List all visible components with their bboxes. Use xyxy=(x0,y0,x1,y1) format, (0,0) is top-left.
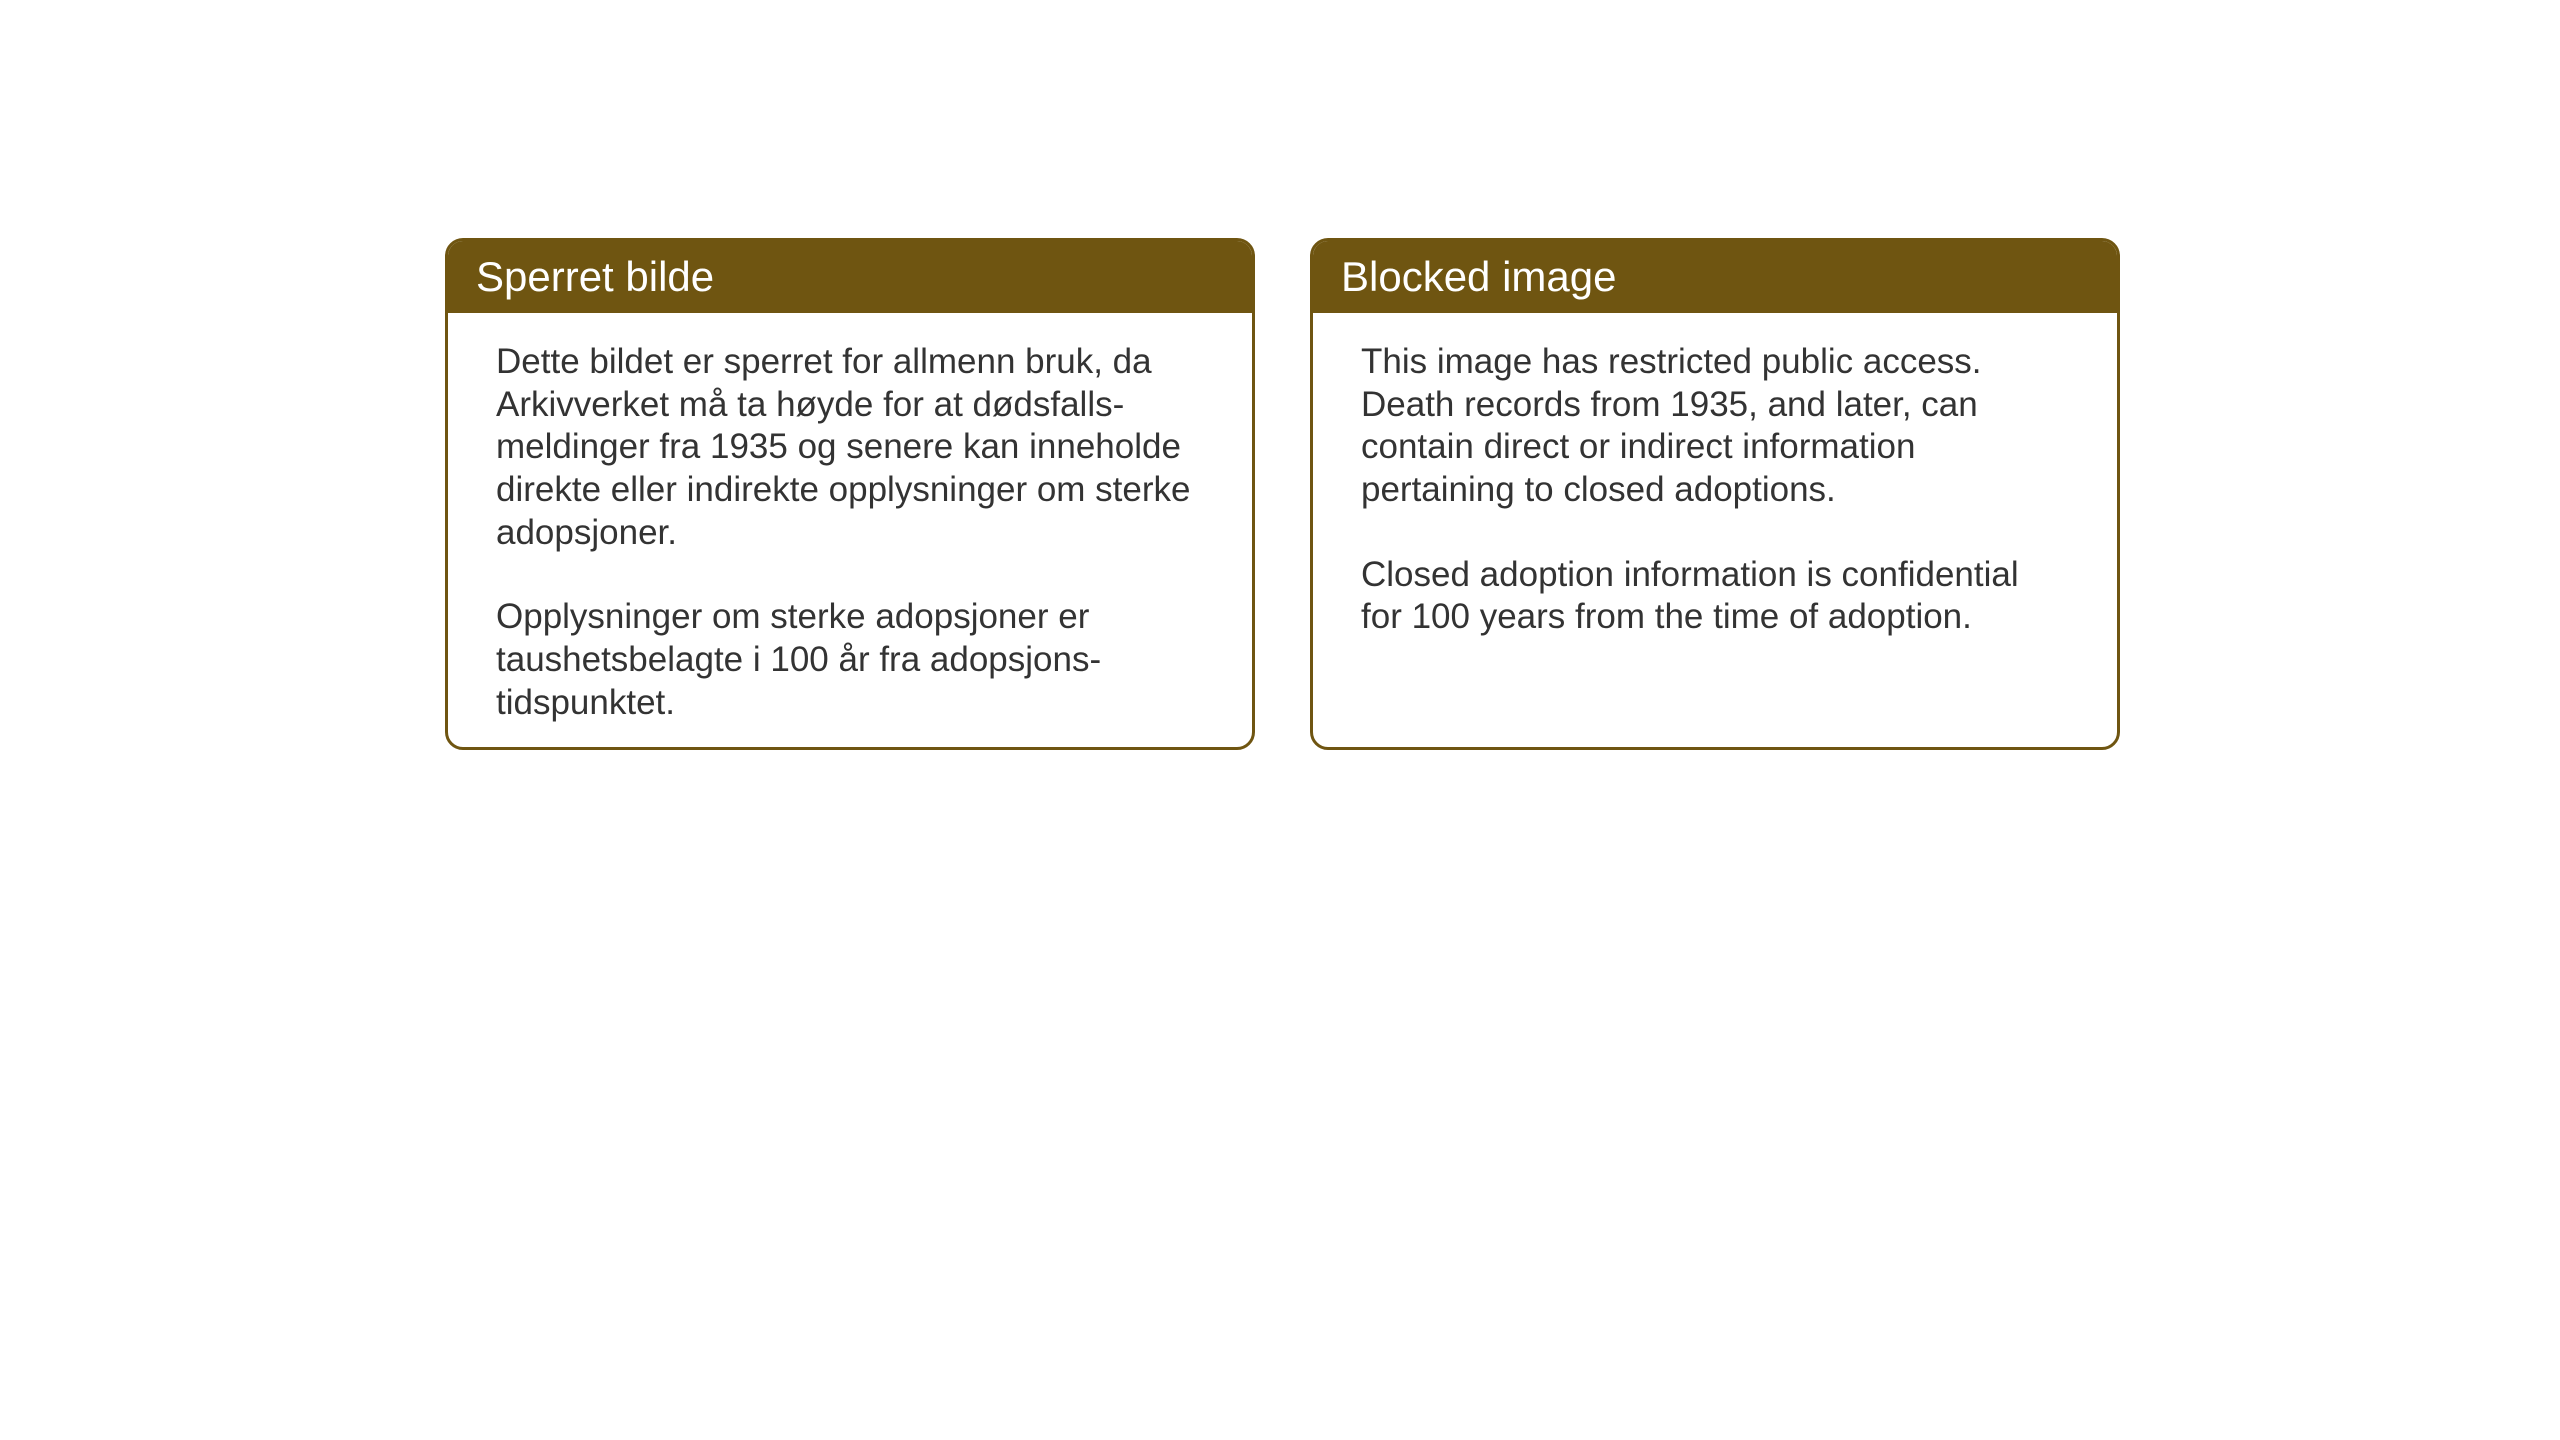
norwegian-card: Sperret bilde Dette bildet er sperret fo… xyxy=(445,238,1255,750)
norwegian-card-body: Dette bildet er sperret for allmenn bruk… xyxy=(448,313,1252,750)
cards-container: Sperret bilde Dette bildet er sperret fo… xyxy=(445,238,2120,750)
english-card-title: Blocked image xyxy=(1313,241,2117,313)
norwegian-paragraph-1: Dette bildet er sperret for allmenn bruk… xyxy=(496,341,1204,554)
norwegian-paragraph-2: Opplysninger om sterke adopsjoner er tau… xyxy=(496,596,1204,724)
english-card: Blocked image This image has restricted … xyxy=(1310,238,2120,750)
english-card-body: This image has restricted public access.… xyxy=(1313,313,2117,679)
norwegian-card-title: Sperret bilde xyxy=(448,241,1252,313)
english-paragraph-2: Closed adoption information is confident… xyxy=(1361,554,2069,639)
english-paragraph-1: This image has restricted public access.… xyxy=(1361,341,2069,512)
